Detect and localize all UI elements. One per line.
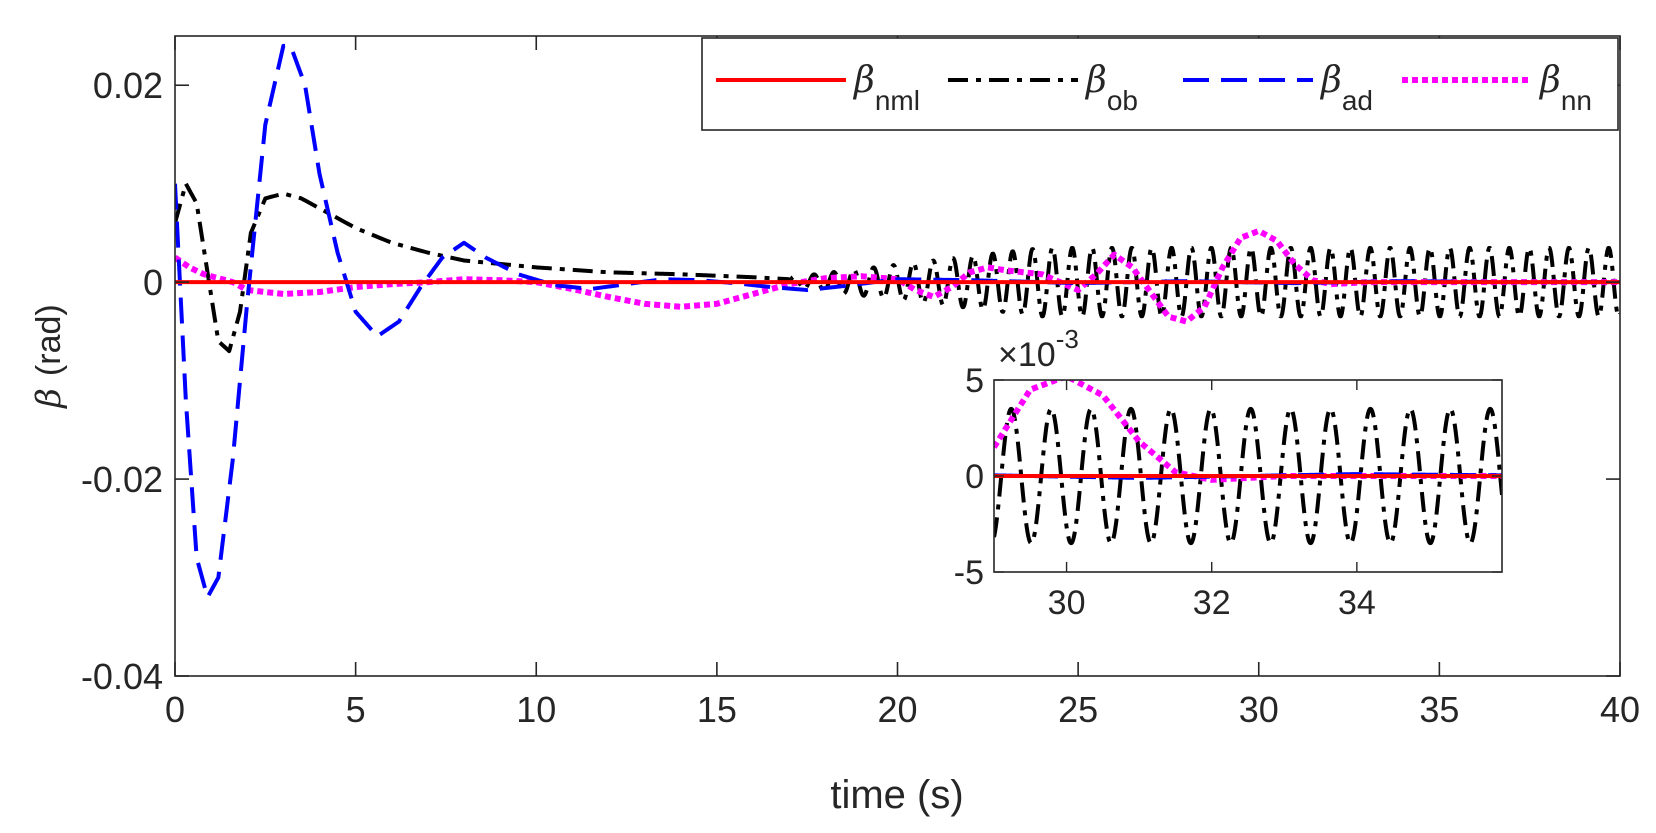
inset-series-group: [994, 380, 1502, 546]
inset-x-tick-label: 32: [1193, 584, 1231, 622]
y-tick-label: -0.02: [81, 459, 163, 500]
x-tick-label: 0: [165, 689, 185, 730]
y-tick-label: -0.04: [81, 656, 163, 697]
legend-label-ad: βad: [1319, 60, 1373, 116]
x-tick-label: 10: [516, 689, 556, 730]
legend-items: βnml βob βad βnn: [716, 60, 1592, 116]
inset-series-line-ob: [994, 406, 1502, 546]
x-tick-label: 30: [1239, 689, 1279, 730]
main-axes: 0 5 10 15 20 25 30 35 40 -0.04 -0.02 0 0.02 time (s…: [29, 35, 1640, 817]
inset-axes: 30 32 34 -5 0 5 ×10-3: [954, 324, 1503, 622]
legend-box: [701, 37, 1619, 131]
main-plot-area: [175, 36, 1620, 676]
inset-x-tick-label: 34: [1338, 584, 1376, 622]
inset-y-tick-label: 0: [965, 458, 984, 496]
inset-y-multiplier: ×10-3: [998, 324, 1079, 374]
y-axis-label: β (rad): [29, 304, 69, 409]
inset-series-line-nn: [994, 380, 1502, 483]
y-tick-label: 0: [143, 262, 163, 303]
legend-label-ob: βob: [1084, 60, 1138, 116]
main-series-group: [175, 43, 1620, 600]
main-x-ticks: 0 5 10 15 20 25 30 35 40: [165, 36, 1640, 730]
x-tick-label: 35: [1419, 689, 1459, 730]
legend-label-nml: βnml: [852, 60, 920, 116]
inset-y-ticks: -5 0 5: [954, 362, 1502, 592]
series-line-ad: [175, 43, 1620, 600]
x-tick-label: 40: [1600, 689, 1640, 730]
inset-x-tick-label: 30: [1048, 584, 1086, 622]
x-tick-label: 5: [346, 689, 366, 730]
x-tick-label: 25: [1058, 689, 1098, 730]
inset-y-tick-label: -5: [954, 554, 984, 592]
x-tick-label: 20: [877, 689, 917, 730]
inset-y-tick-label: 5: [965, 362, 984, 400]
legend-label-nn: βnn: [1538, 60, 1592, 116]
y-axis-label-symbol: β: [29, 388, 69, 410]
inset-y-multiplier-exp: -3: [1056, 324, 1079, 354]
series-line-ob: [175, 181, 1620, 354]
y-tick-label: 0.02: [93, 65, 163, 106]
x-tick-label: 15: [697, 689, 737, 730]
legend: βnml βob βad βnn: [701, 37, 1619, 131]
inset-x-ticks: 30 32 34: [1048, 380, 1376, 622]
x-axis-label: time (s): [830, 773, 963, 817]
main-y-ticks: -0.04 -0.02 0 0.02: [81, 65, 1620, 697]
y-axis-label-unit: (rad): [30, 304, 68, 376]
inset-y-multiplier-base: ×10: [998, 336, 1056, 374]
